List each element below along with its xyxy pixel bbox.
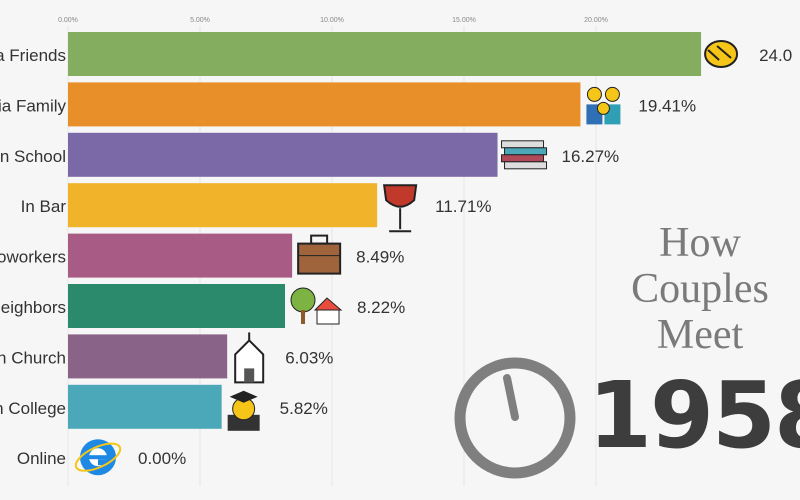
clock-icon xyxy=(454,357,576,479)
bar-group: n School 16.27% xyxy=(0,132,620,177)
internet-explorer-icon xyxy=(74,439,122,476)
x-tick-label: 10.00% xyxy=(320,17,344,24)
books-icon xyxy=(501,140,548,170)
value-label: 16.27% xyxy=(562,147,620,166)
bar-group: In Bar 11.71% xyxy=(21,183,492,233)
year-label: 1958 xyxy=(588,362,800,469)
family-icon xyxy=(586,86,621,125)
x-tick-label: 5.00% xyxy=(190,17,210,24)
category-label: n Church xyxy=(0,348,66,367)
bar xyxy=(68,334,228,379)
bar-group: eighbors 8.22% xyxy=(1,284,405,328)
category-label: a Friends xyxy=(0,46,66,65)
category-label: Online xyxy=(17,449,66,468)
x-tick-label: 15.00% xyxy=(452,17,476,24)
value-label: 5.82% xyxy=(280,399,328,418)
graduate-icon xyxy=(227,390,260,431)
value-label: 8.49% xyxy=(356,248,404,267)
bar xyxy=(68,183,378,228)
value-label: 24.0 xyxy=(759,46,792,65)
category-label: n College xyxy=(0,399,66,418)
value-label: 8.22% xyxy=(357,298,405,317)
house-tree-icon xyxy=(290,287,343,325)
title-line: Couples xyxy=(631,266,769,312)
value-label: 19.41% xyxy=(638,96,696,115)
value-label: 11.71% xyxy=(435,197,491,216)
category-label: n School xyxy=(0,147,66,166)
bar-group: oworkers 8.49% xyxy=(0,233,404,278)
bar xyxy=(68,233,293,278)
bar xyxy=(68,32,702,76)
x-tick-label: 20.00% xyxy=(584,17,608,24)
bar-group: a Friends 24.0 xyxy=(0,32,792,76)
bar xyxy=(68,82,581,127)
chart-title: How Couples Meet xyxy=(600,220,800,358)
title-line: Meet xyxy=(656,312,744,358)
category-label: oworkers xyxy=(0,248,66,267)
x-tick-label: 0.00% xyxy=(58,17,78,24)
category-label: In Bar xyxy=(21,197,67,216)
category-label: ia Family xyxy=(0,96,66,115)
bar-group: ia Family 19.41% xyxy=(0,82,696,127)
value-label: 6.03% xyxy=(285,348,333,367)
category-label: eighbors xyxy=(1,298,66,317)
bar xyxy=(68,132,498,177)
church-icon xyxy=(234,332,265,384)
briefcase-icon xyxy=(297,234,342,275)
bar-group: n Church 6.03% xyxy=(0,332,333,384)
value-label: 0.00% xyxy=(138,449,186,468)
bar-group: n College 5.82% xyxy=(0,384,328,431)
bar xyxy=(68,284,286,328)
wine-glass-icon xyxy=(383,184,418,233)
bar-group: Online 0.00% xyxy=(17,439,186,476)
title-line: How xyxy=(659,220,741,266)
bar xyxy=(68,384,222,429)
handshake-icon xyxy=(704,40,739,68)
